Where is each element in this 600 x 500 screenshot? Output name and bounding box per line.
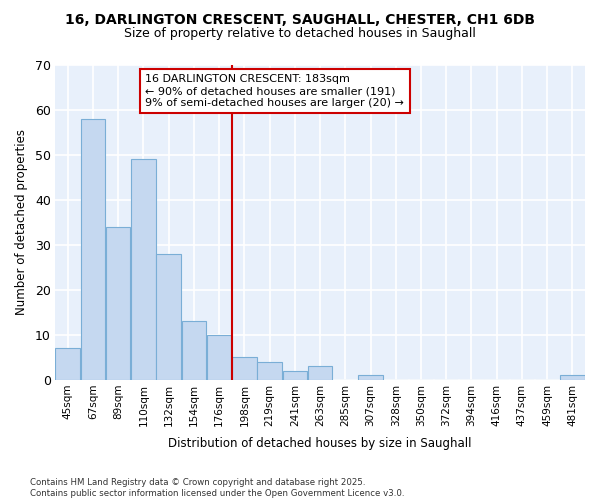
Text: Contains HM Land Registry data © Crown copyright and database right 2025.
Contai: Contains HM Land Registry data © Crown c… (30, 478, 404, 498)
Y-axis label: Number of detached properties: Number of detached properties (15, 130, 28, 316)
Bar (106, 227, 130, 380)
Text: Size of property relative to detached houses in Saughall: Size of property relative to detached ho… (124, 28, 476, 40)
Text: 16 DARLINGTON CRESCENT: 183sqm
← 90% of detached houses are smaller (191)
9% of : 16 DARLINGTON CRESCENT: 183sqm ← 90% of … (145, 74, 404, 108)
Bar (182, 321, 206, 380)
Bar (131, 160, 155, 380)
Bar (55, 348, 80, 380)
Bar (257, 362, 282, 380)
Bar (560, 375, 584, 380)
Bar (283, 370, 307, 380)
Bar (157, 254, 181, 380)
Bar (232, 357, 257, 380)
Bar (81, 119, 105, 380)
Bar (207, 334, 232, 380)
X-axis label: Distribution of detached houses by size in Saughall: Distribution of detached houses by size … (169, 437, 472, 450)
Bar (358, 375, 383, 380)
Text: 16, DARLINGTON CRESCENT, SAUGHALL, CHESTER, CH1 6DB: 16, DARLINGTON CRESCENT, SAUGHALL, CHEST… (65, 12, 535, 26)
Bar (308, 366, 332, 380)
